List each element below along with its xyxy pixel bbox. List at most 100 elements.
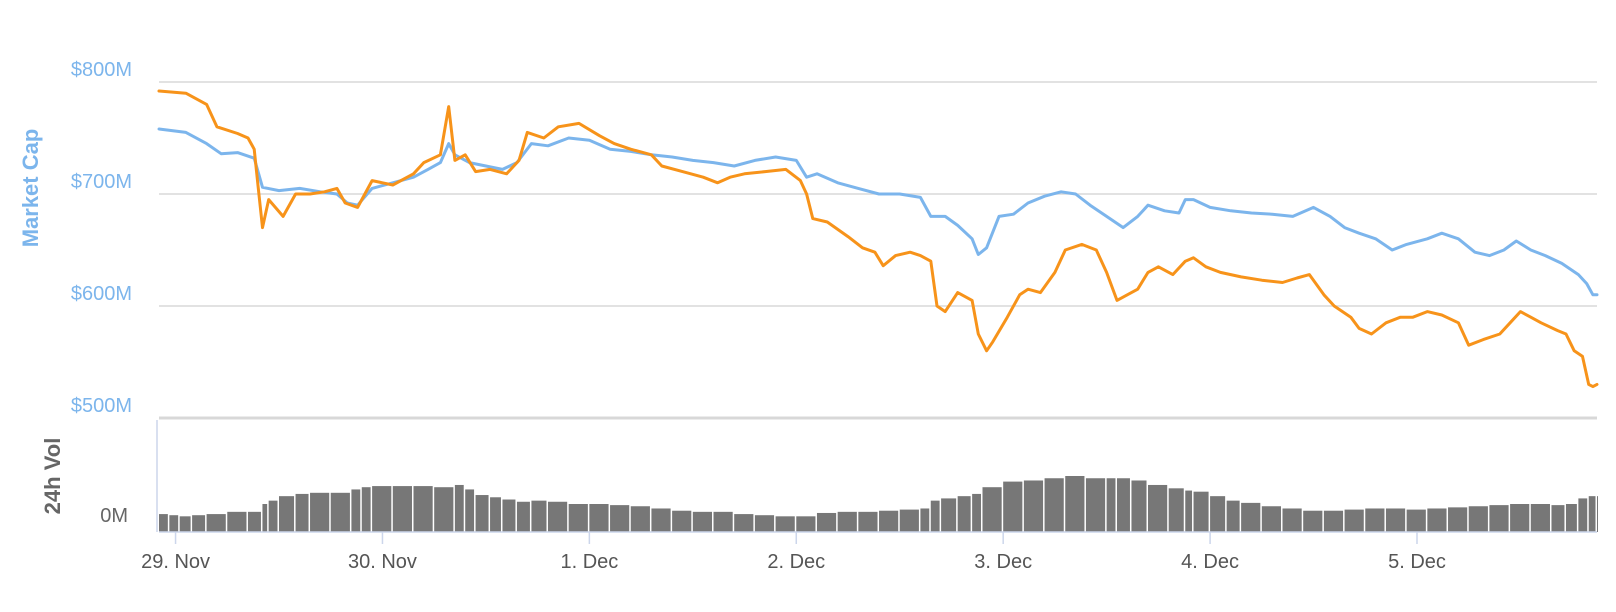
volume-bar (279, 496, 295, 532)
volume-bar (957, 496, 971, 532)
x-axis-ticks: 29. Nov 30. Nov 1. Dec 2. Dec 3. Dec 4. Dec 5.… (141, 532, 1446, 573)
volume-bar (372, 486, 392, 532)
volume-bar (1168, 488, 1184, 532)
volume-bar (1588, 496, 1596, 532)
volume-bar (351, 489, 361, 532)
volume-bar (672, 510, 692, 532)
volume-bar (1344, 509, 1364, 532)
volume-bar (1241, 502, 1261, 532)
volume-bar (1551, 505, 1565, 532)
volume-bar (1023, 480, 1044, 532)
volume-bar (858, 511, 878, 532)
volume-bar (169, 515, 179, 532)
y-tick-label: $500M (71, 395, 132, 417)
volume-y-axis-labels: 0M (100, 505, 128, 527)
volume-bar (361, 487, 371, 532)
volume-bar (531, 500, 547, 532)
volume-bar (1044, 478, 1064, 532)
volume-bar (516, 501, 530, 532)
price-lines (157, 89, 1599, 389)
volume-bar (1085, 478, 1106, 532)
volume-bar (930, 500, 940, 532)
volume-bar (490, 497, 501, 532)
volume-bar (734, 514, 754, 532)
volume-bar (262, 504, 268, 532)
volume-bar (1303, 510, 1323, 532)
volume-bar (1489, 505, 1509, 532)
x-tick-label: 4. Dec (1181, 551, 1239, 573)
volume-bar (1597, 496, 1598, 532)
volume-bar (454, 484, 464, 532)
volume-bar (1365, 508, 1385, 532)
y-tick-label: $700M (71, 171, 132, 193)
volume-bar (1003, 481, 1023, 532)
volume-bar (1510, 504, 1530, 532)
volume-bar (247, 511, 261, 532)
volume-bar (1427, 508, 1447, 532)
y-tick-label: $600M (71, 283, 132, 305)
volume-bar (1385, 508, 1406, 532)
volume-bar (159, 514, 168, 532)
volume-bar (434, 487, 454, 532)
volume-bar (1131, 480, 1147, 532)
volume-bar (651, 508, 671, 532)
volume-bar (754, 515, 775, 532)
volume-bar (227, 511, 247, 532)
x-tick-label: 30. Nov (348, 551, 417, 573)
volume-bar (1185, 490, 1193, 532)
volume-bar (310, 492, 330, 532)
x-tick-label: 2. Dec (767, 551, 825, 573)
x-tick-label: 3. Dec (974, 551, 1032, 573)
volume-bar (899, 509, 919, 532)
volume-bar (972, 493, 981, 532)
volume-bar (392, 486, 412, 532)
volume-bar (1530, 504, 1550, 532)
volume-bar (1210, 496, 1226, 532)
price-y-axis-labels: $500M $600M $700M $800M (71, 59, 132, 417)
volume-bar (179, 516, 191, 532)
volume-bar (475, 495, 489, 532)
volume-bar (192, 515, 206, 532)
volume-y-tick-label: 0M (100, 505, 128, 527)
volume-bar (1148, 484, 1168, 532)
volume-bar (1406, 509, 1426, 532)
volume-bar (816, 512, 837, 532)
volume-bar (920, 508, 930, 532)
volume-bar (1261, 506, 1282, 532)
volume-bars (159, 476, 1598, 532)
volume-y-axis-title: 24h Vol (40, 438, 65, 515)
series-line-b (157, 89, 1599, 389)
volume-bar (1448, 507, 1468, 532)
volume-bar (713, 511, 733, 532)
x-tick-label: 1. Dec (560, 551, 618, 573)
volume-bar (1282, 508, 1302, 532)
volume-bar (1323, 510, 1344, 532)
volume-bar (206, 514, 226, 532)
volume-bar (630, 506, 650, 532)
volume-bar (465, 489, 475, 532)
volume-bar (589, 504, 609, 532)
volume-bar (1116, 478, 1130, 532)
x-tick-label: 5. Dec (1388, 551, 1446, 573)
volume-bar (982, 487, 1002, 532)
volume-bar (568, 504, 588, 532)
series-line-a (157, 127, 1599, 297)
volume-bar (796, 516, 816, 532)
y-tick-label: $800M (71, 59, 132, 81)
volume-bar (1065, 476, 1085, 532)
x-tick-label: 29. Nov (141, 551, 210, 573)
volume-bar (1226, 500, 1240, 532)
volume-bar (610, 505, 630, 532)
volume-bar (330, 492, 350, 532)
volume-bar (413, 486, 433, 532)
volume-bar (295, 493, 309, 532)
price-y-axis-title: Market Cap (18, 129, 43, 248)
volume-bar (837, 511, 857, 532)
volume-bar (1578, 498, 1588, 532)
volume-bar (547, 501, 568, 532)
volume-bar (502, 499, 516, 532)
volume-bar (1468, 506, 1488, 532)
volume-bar (1565, 504, 1577, 532)
volume-bar (692, 511, 713, 532)
